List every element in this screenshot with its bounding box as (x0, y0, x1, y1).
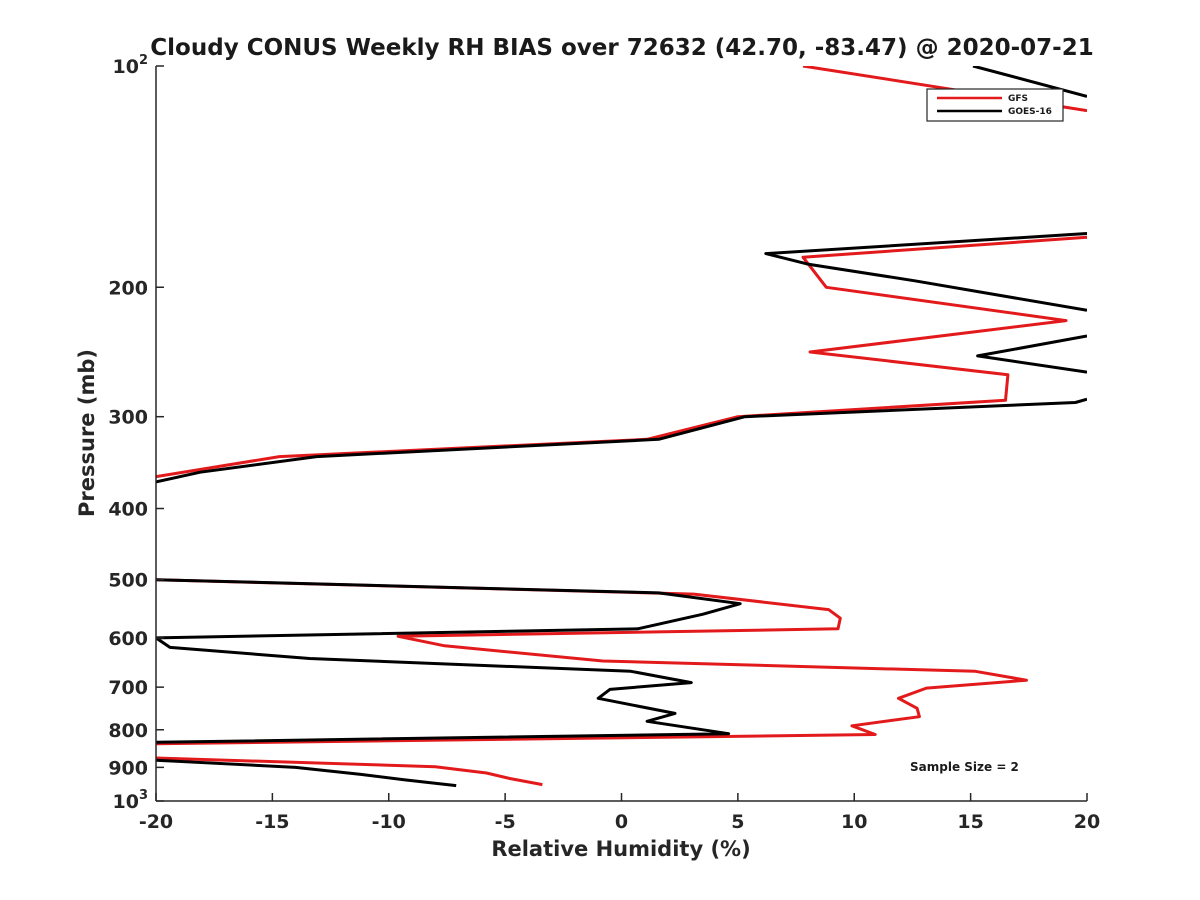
x-tick-label: -20 (139, 811, 173, 833)
y-tick-label: 400 (108, 499, 148, 521)
chart-title: Cloudy CONUS Weekly RH BIAS over 72632 (… (150, 35, 1093, 61)
x-axis-label: Relative Humidity (%) (491, 837, 750, 861)
x-tick-label: -15 (255, 811, 289, 833)
series-line-goes16-segment-1 (764, 232, 1087, 312)
series-line-goes16-segment-2 (976, 334, 1087, 374)
legend-box (926, 88, 1064, 122)
y-tick-label: 800 (108, 720, 148, 742)
x-ticks: -20 -15 -10 -5 0 5 10 15 20 (139, 793, 1100, 833)
legend-label-goes16: GOES-16 (1008, 107, 1052, 117)
x-tick-label: 15 (957, 811, 983, 833)
y-tick-label: 900 (108, 757, 148, 779)
x-tick-label: 20 (1074, 811, 1100, 833)
y-tick-label: 500 (108, 570, 148, 592)
series-line-goes16-segment-4 (156, 578, 742, 744)
series-layer (156, 66, 1087, 788)
sample-size-annotation: Sample Size = 2 (910, 760, 1019, 774)
y-tick-label: 700 (108, 677, 148, 699)
series-line-gfs-segment-3 (156, 756, 543, 787)
y-tick-label: 103 (113, 788, 149, 813)
axes-layer (155, 66, 1087, 802)
y-ticks: 102 200 300 400 500 600 700 800 900 103 (108, 53, 164, 813)
y-tick-label: 102 (113, 53, 149, 78)
x-tick-label: 0 (615, 811, 628, 833)
x-tick-label: 10 (841, 811, 867, 833)
x-tick-label: -10 (372, 811, 406, 833)
series-line-goes16-segment-0 (972, 66, 1087, 98)
x-tick-label: 5 (731, 811, 744, 833)
series-line-goes16-segment-3 (156, 397, 1087, 484)
legend-label-gfs: GFS (1008, 94, 1028, 104)
y-axis-label: Pressure (mb) (75, 349, 99, 517)
series-line-gfs-segment-2 (156, 578, 1028, 746)
legend: GFS GOES-16 (926, 88, 1064, 122)
x-tick-label: -5 (495, 811, 516, 833)
y-tick-label: 200 (108, 277, 148, 299)
y-tick-label: 600 (108, 628, 148, 650)
y-tick-label: 300 (108, 407, 148, 429)
series-line-goes16-segment-5 (156, 758, 457, 788)
